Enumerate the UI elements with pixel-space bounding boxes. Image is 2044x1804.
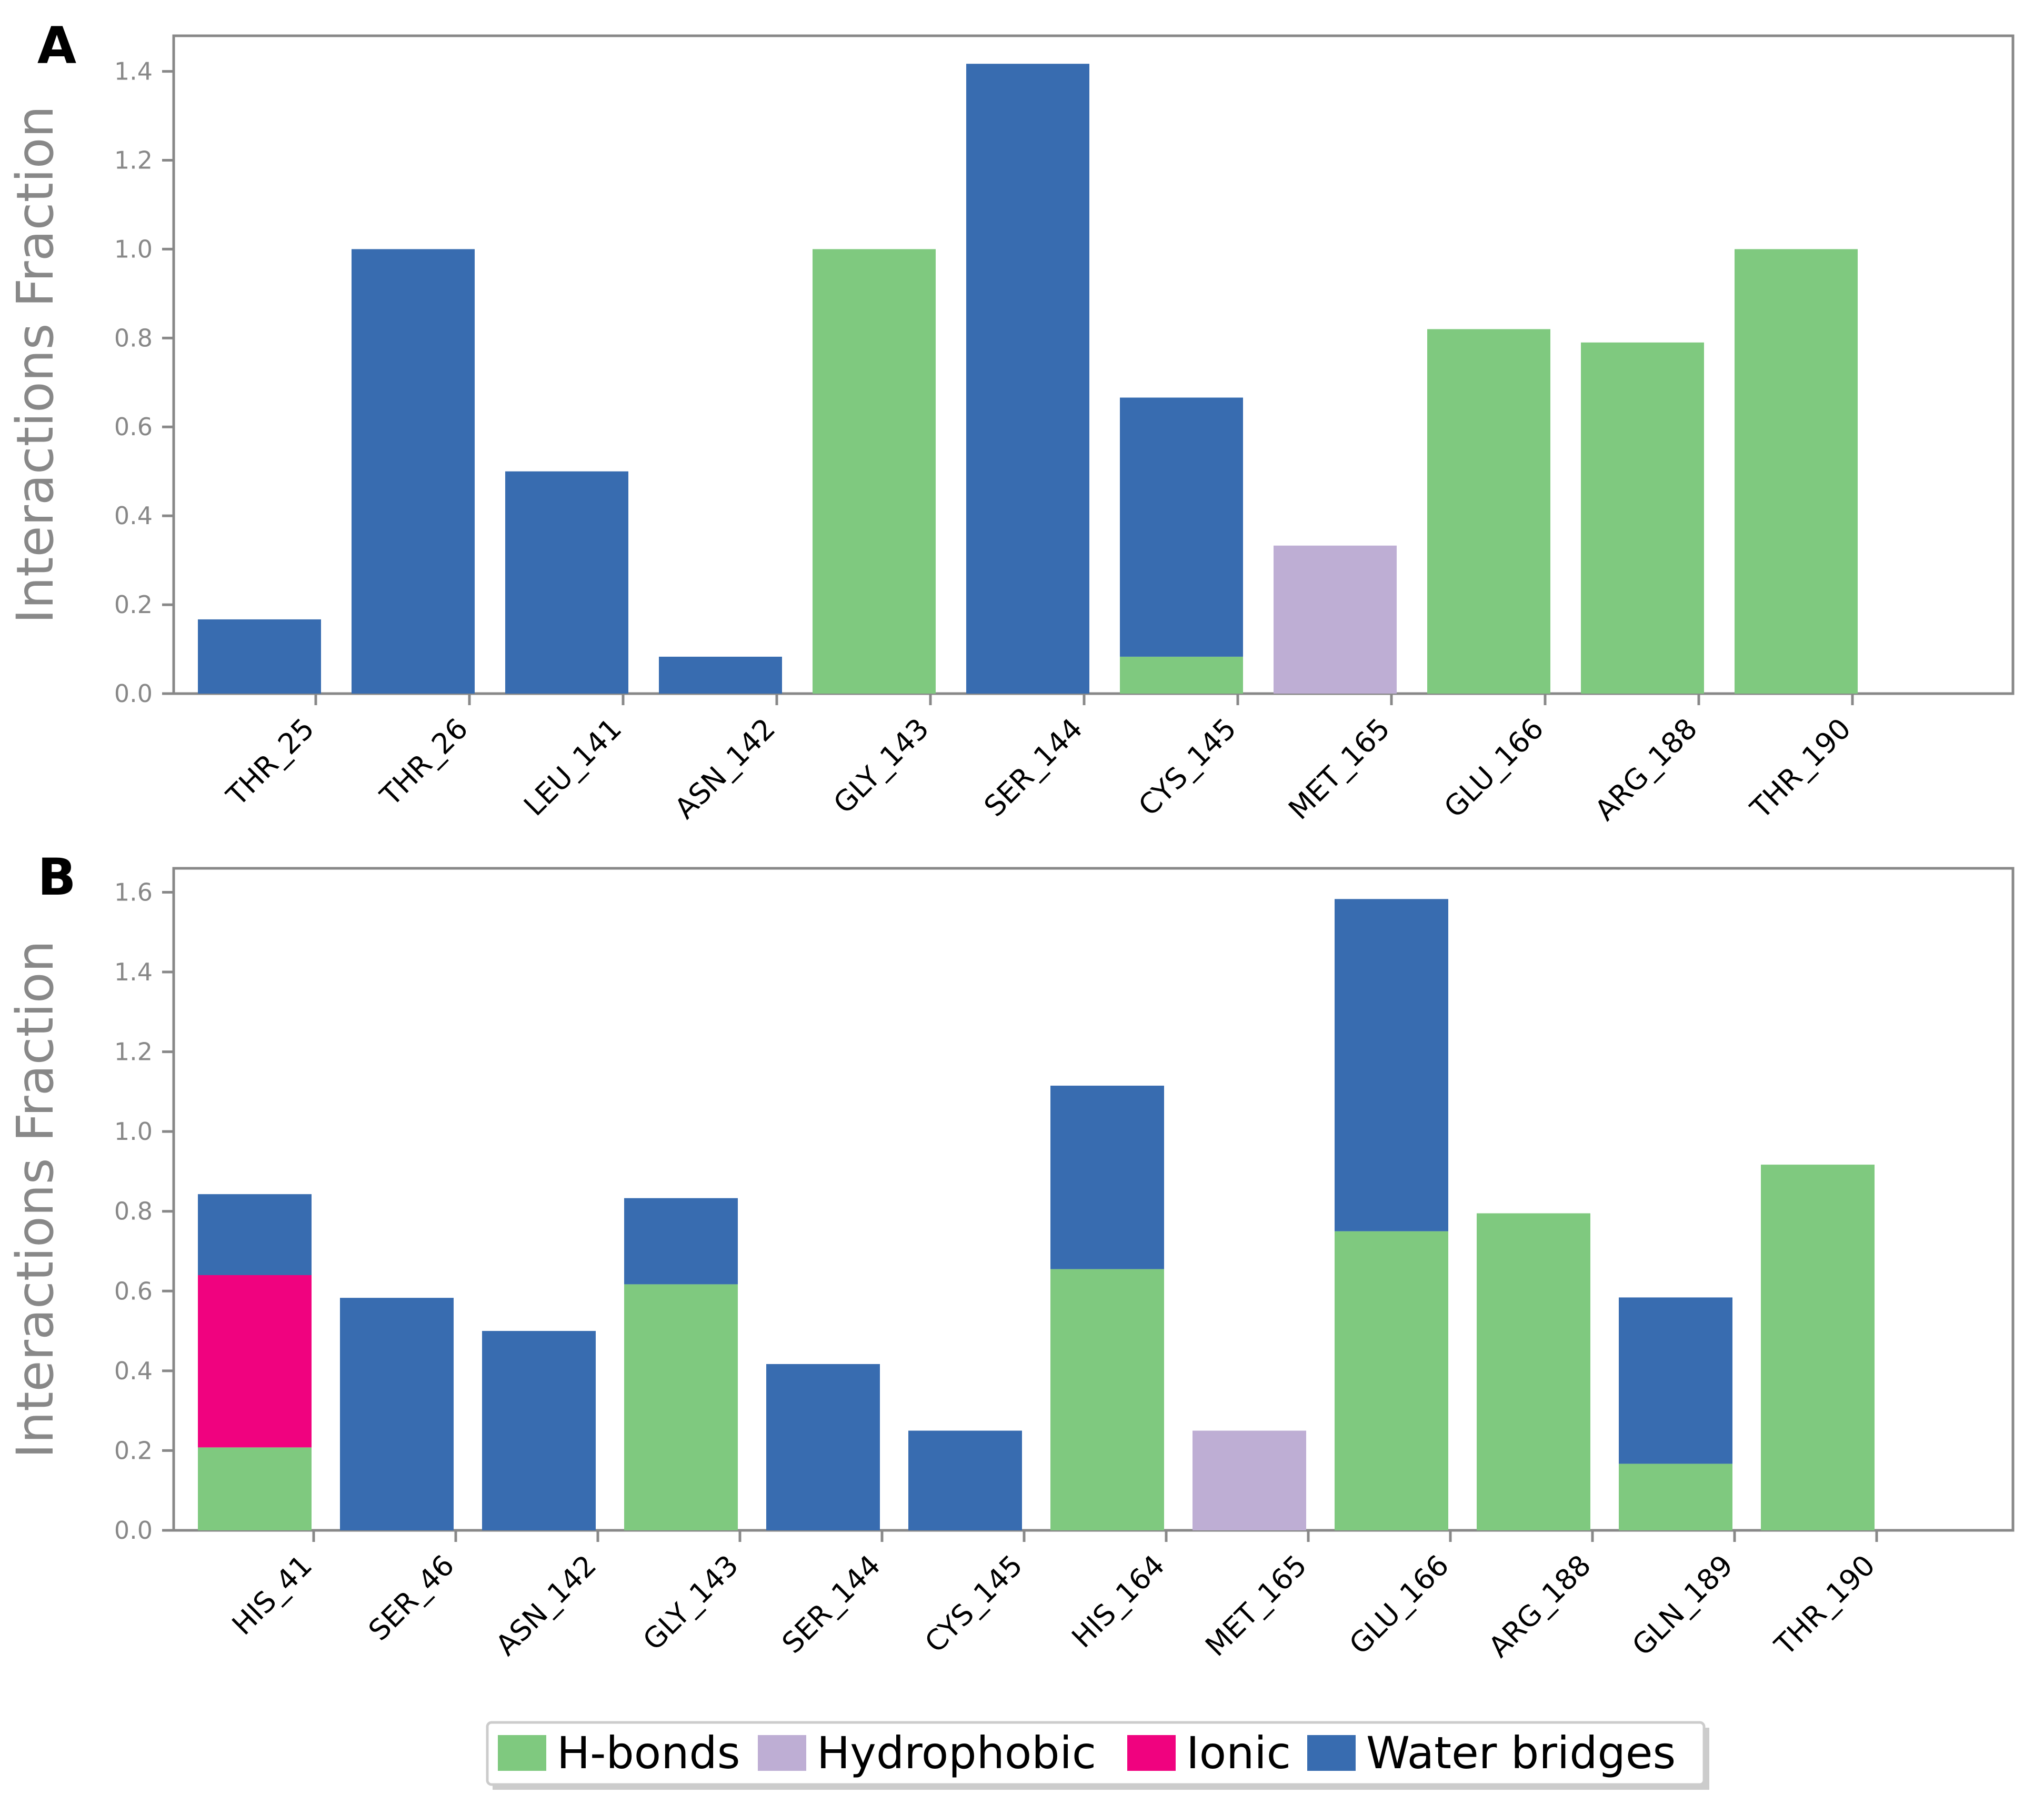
bar-met-165-hydrophobic bbox=[1274, 545, 1397, 694]
y-tick-label: 1.4 bbox=[114, 958, 153, 986]
y-tick-label: 0.8 bbox=[114, 1197, 153, 1226]
bar-ser-144-water bbox=[966, 64, 1089, 694]
x-tick-label: GLN_189 bbox=[1626, 1549, 1739, 1662]
legend-label-water: Water bridges bbox=[1366, 1727, 1676, 1779]
bar-glu-166-hbonds bbox=[1427, 329, 1550, 694]
x-tick-label: GLU_166 bbox=[1438, 712, 1550, 824]
bar-gly-143-water bbox=[624, 1198, 738, 1285]
y-tick-label: 1.0 bbox=[114, 1117, 153, 1146]
x-tick-label: ARG_188 bbox=[1482, 1549, 1597, 1664]
bar-thr-190-hbonds bbox=[1761, 1165, 1875, 1530]
bar-his-164-hbonds bbox=[1050, 1269, 1164, 1530]
x-tick-label: LEU_141 bbox=[517, 712, 628, 823]
y-tick-label: 0.4 bbox=[114, 502, 153, 530]
y-axis-label: Interactions Fraction bbox=[6, 940, 65, 1459]
bar-ser-144-water bbox=[766, 1364, 880, 1530]
bar-glu-166-water bbox=[1335, 899, 1448, 1231]
x-tick-label: GLY_143 bbox=[827, 712, 936, 820]
y-tick-label: 0.0 bbox=[114, 679, 153, 708]
legend-label-ionic: Ionic bbox=[1186, 1727, 1291, 1779]
y-tick-label: 1.0 bbox=[114, 235, 153, 263]
bar-cys-145-water bbox=[908, 1430, 1022, 1530]
bar-thr-26-water bbox=[352, 249, 475, 694]
x-tick-label: MET_165 bbox=[1282, 712, 1396, 826]
panel-B: 0.0 0.2 0.4 0.6 0.8 1.0 1.2 1.4 1.6 HIS_41 SER_46 A… bbox=[6, 848, 2015, 1664]
x-tick-label: CYS_145 bbox=[918, 1549, 1029, 1659]
panel-label: A bbox=[37, 16, 76, 75]
legend: H-bonds Hydrophobic Ionic Water bridges bbox=[486, 1721, 1709, 1790]
bar-his-164-water bbox=[1050, 1086, 1164, 1269]
x-tick-label: GLU_166 bbox=[1343, 1549, 1455, 1661]
y-tick-label: 0.2 bbox=[114, 590, 153, 619]
x-tick-label: CYS_145 bbox=[1132, 712, 1243, 823]
y-tick-label: 1.2 bbox=[114, 146, 153, 174]
x-tick-label: HIS_41 bbox=[226, 1549, 318, 1641]
x-tick-label: SER_144 bbox=[776, 1549, 887, 1660]
y-tick-label: 1.6 bbox=[114, 878, 153, 906]
bar-ser-46-water bbox=[340, 1298, 454, 1530]
bar-cys-145-hbonds bbox=[1120, 656, 1243, 694]
bar-leu-141-water bbox=[505, 471, 628, 694]
x-tick-label: SER_46 bbox=[362, 1549, 460, 1647]
y-tick-label: 1.2 bbox=[114, 1038, 153, 1066]
y-tick-label: 0.2 bbox=[114, 1436, 153, 1465]
bar-glu-166-hbonds bbox=[1335, 1231, 1448, 1530]
x-tick-label: THR_190 bbox=[1768, 1549, 1881, 1662]
x-tick-label: THR_26 bbox=[374, 712, 475, 813]
bar-his-41-water bbox=[198, 1194, 312, 1275]
x-tick-label: THR_25 bbox=[220, 712, 321, 813]
bar-gln-189-hbonds bbox=[1619, 1464, 1732, 1530]
bar-cys-145-water bbox=[1120, 397, 1243, 657]
legend-swatch-water bbox=[1307, 1735, 1356, 1771]
bar-gln-189-water bbox=[1619, 1297, 1732, 1464]
legend-label-hbonds: H-bonds bbox=[557, 1727, 740, 1779]
bar-asn-142-water bbox=[482, 1331, 596, 1530]
y-tick-label: 0.8 bbox=[114, 324, 153, 352]
x-tick-label: ASN_142 bbox=[668, 712, 781, 825]
bar-his-41-ionic bbox=[198, 1275, 312, 1448]
legend-swatch-hydrophobic bbox=[758, 1735, 806, 1771]
y-tick-label: 0.6 bbox=[114, 413, 153, 441]
legend-swatch-hbonds bbox=[498, 1735, 546, 1771]
legend-label-hydrophobic: Hydrophobic bbox=[817, 1727, 1096, 1779]
y-tick-label: 0.4 bbox=[114, 1357, 153, 1385]
bar-gly-143-hbonds bbox=[813, 249, 936, 694]
x-tick-label: GLY_143 bbox=[637, 1549, 745, 1657]
x-tick-label: MET_165 bbox=[1199, 1549, 1313, 1663]
x-tick-label: ASN_142 bbox=[489, 1549, 603, 1662]
bar-arg-188-hbonds bbox=[1581, 342, 1704, 694]
y-axis-label: Interactions Fraction bbox=[6, 106, 65, 624]
y-tick-label: 1.4 bbox=[114, 57, 153, 86]
x-tick-label: ARG_188 bbox=[1588, 712, 1704, 827]
bar-asn-142-water bbox=[659, 656, 782, 694]
plot-frame bbox=[172, 34, 2015, 695]
y-tick-label: 0.0 bbox=[114, 1516, 153, 1545]
bar-arg-188-hbonds bbox=[1477, 1213, 1590, 1530]
x-tick-label: HIS_164 bbox=[1065, 1549, 1171, 1655]
panel-A: 0.0 0.2 0.4 0.6 0.8 1.0 1.2 1.4 THR_25 THR_26 LEU_… bbox=[6, 16, 2015, 827]
x-tick-label: THR_190 bbox=[1744, 712, 1857, 826]
x-tick-label: SER_144 bbox=[978, 712, 1089, 823]
bar-gly-143-hbonds bbox=[624, 1284, 738, 1530]
panel-label: B bbox=[37, 848, 76, 907]
bar-thr-25-water bbox=[198, 619, 321, 694]
bar-his-41-hbonds bbox=[198, 1447, 312, 1530]
legend-swatch-ionic bbox=[1127, 1735, 1176, 1771]
bar-met-165-hydrophobic bbox=[1193, 1430, 1306, 1530]
y-tick-label: 0.6 bbox=[114, 1277, 153, 1305]
bar-thr-190-hbonds bbox=[1735, 249, 1858, 694]
